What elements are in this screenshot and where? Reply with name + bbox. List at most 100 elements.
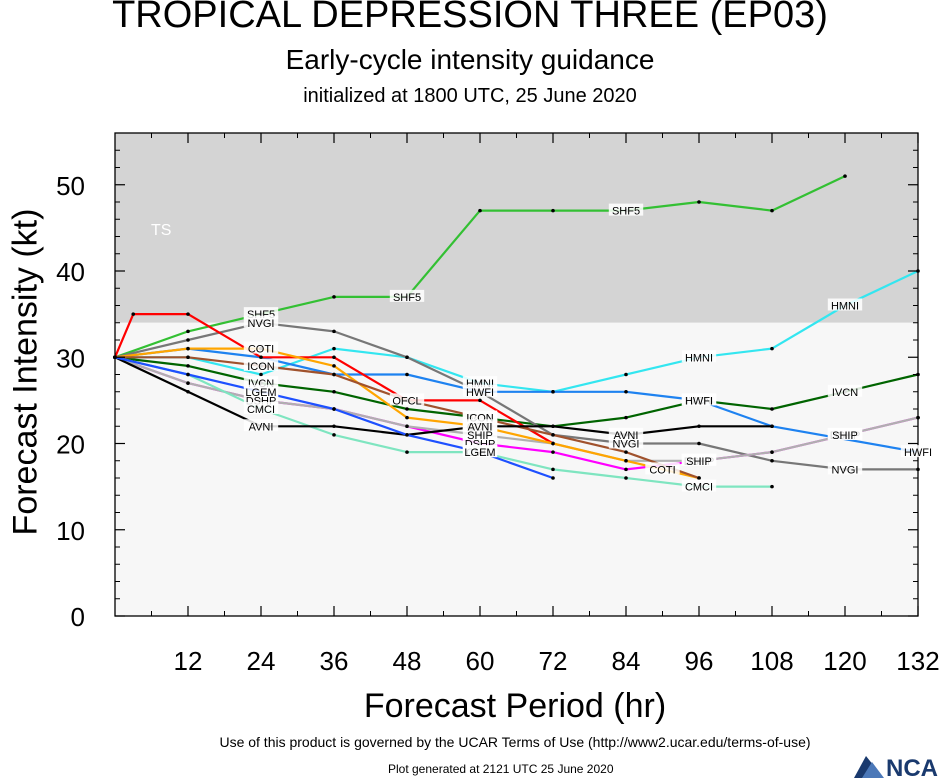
chart-subtitle: Early-cycle intensity guidance xyxy=(285,44,655,75)
x-tick-label: 132 xyxy=(896,646,939,676)
series-label-bg xyxy=(389,289,425,302)
x-tick-label: 108 xyxy=(750,646,793,676)
data-point-hmni xyxy=(332,346,336,351)
ncar-logo-text: NCAR xyxy=(886,755,938,780)
series-label-avni: AVNI xyxy=(468,421,493,433)
data-point-icon xyxy=(624,450,628,454)
terms-of-use-text: Use of this product is governed by the U… xyxy=(219,734,811,750)
y-tick-label: 30 xyxy=(56,343,85,373)
data-point-ivcn xyxy=(405,407,409,411)
series-label-bg xyxy=(243,341,279,354)
x-tick-label: 24 xyxy=(247,646,276,676)
data-point-ofcl xyxy=(186,312,190,316)
data-point-ofcl xyxy=(332,355,336,360)
plot-generated-text: Plot generated at 2121 UTC 25 June 2020 xyxy=(388,762,614,776)
series-label-lgem: LGEM xyxy=(245,387,276,399)
data-point-shf5 xyxy=(186,329,190,334)
series-label-shf5: SHF5 xyxy=(393,292,421,304)
data-point-hmni xyxy=(259,372,263,377)
data-point-ofcl xyxy=(131,312,136,316)
band-label-ts: TS xyxy=(151,222,171,239)
data-point-shf5 xyxy=(551,208,555,213)
series-label-bg xyxy=(462,419,498,432)
series-label-bg xyxy=(462,384,498,397)
chart-title: TROPICAL DEPRESSION THREE (EP03) xyxy=(112,0,828,36)
data-point-avni xyxy=(186,389,190,394)
chart-axes: 0 10 20 30 40 50 12 24 36 48 60 72 84 96 108 120 132 xyxy=(56,132,940,676)
y-tick-label: 20 xyxy=(56,430,85,460)
data-point-dshp xyxy=(624,467,628,472)
data-point-icon xyxy=(186,355,190,360)
series-label-hmni: HMNI xyxy=(831,301,859,313)
data-point-ivcn xyxy=(186,364,190,368)
data-point-ivcn xyxy=(332,389,336,394)
data-point-lgem xyxy=(405,433,409,437)
data-point-lgem xyxy=(186,372,190,377)
series-label-bg xyxy=(827,427,863,440)
initialization-time: initialized at 1800 UTC, 25 June 2020 xyxy=(303,85,637,107)
data-point-icon xyxy=(332,372,336,377)
series-label-cmci: CMCI xyxy=(247,404,275,416)
data-point-nvgi xyxy=(332,329,336,334)
data-point-avni xyxy=(332,424,336,429)
x-tick-label: 120 xyxy=(823,646,866,676)
series-labels: SHF5SHF5SHF5HMNIHMNIHMNIIVCNIVCNIVCNIVCN… xyxy=(243,203,936,494)
series-label-bg xyxy=(243,419,279,432)
series-label-hwfi: HWFI xyxy=(685,395,713,407)
data-point-ship xyxy=(405,424,409,429)
data-point-coti xyxy=(186,346,190,351)
series-label-bg xyxy=(681,350,717,363)
data-point-shf5 xyxy=(332,295,336,299)
series-label-bg xyxy=(681,479,717,492)
x-axis-label: Forecast Period (hr) xyxy=(363,687,667,725)
y-tick-label: 50 xyxy=(56,171,85,201)
data-point-coti xyxy=(332,364,336,368)
series-label-cmci: CMCI xyxy=(685,482,713,494)
intensity-bands: TS xyxy=(115,133,918,616)
series-label-bg xyxy=(681,393,717,406)
data-point-cmci xyxy=(551,467,555,472)
data-point-lgem xyxy=(332,407,336,411)
data-point-ship xyxy=(186,381,190,385)
data-point-hwfi xyxy=(624,389,628,394)
y-tick-label: 10 xyxy=(56,516,85,546)
series-label-ivcn: IVCN xyxy=(832,387,858,399)
series-label-bg xyxy=(608,427,644,440)
data-point-cmci xyxy=(624,476,628,480)
x-tick-label: 48 xyxy=(393,646,422,676)
data-point-avni xyxy=(551,424,555,429)
series-label-nvgi: NVGI xyxy=(613,439,640,451)
series-label-bg xyxy=(243,315,279,328)
data-point-coti xyxy=(624,458,628,463)
series-label-ship: SHIP xyxy=(686,456,712,468)
series-label-coti: COTI xyxy=(649,464,675,476)
series-label-ofcl: OFCL xyxy=(392,395,421,407)
series-label-coti: COTI xyxy=(248,344,274,356)
x-tick-label: 60 xyxy=(466,646,495,676)
data-point-shf5 xyxy=(478,208,482,213)
data-point-dshp xyxy=(551,450,555,454)
series-label-bg xyxy=(462,445,498,458)
data-point-coti xyxy=(405,415,409,420)
y-axis-label: Forecast Intensity (kt) xyxy=(6,208,45,536)
data-point-ship xyxy=(770,450,774,454)
data-point-nvgi xyxy=(770,458,774,463)
data-point-lgem xyxy=(551,476,555,480)
data-point-ofcl xyxy=(259,355,263,360)
data-point-nvgi xyxy=(697,441,701,446)
x-tick-label: 96 xyxy=(685,646,714,676)
data-point-icon xyxy=(697,476,701,480)
x-tick-label: 84 xyxy=(612,646,641,676)
series-label-avni: AVNI xyxy=(249,421,274,433)
ncar-logo: NCAR xyxy=(854,755,938,780)
series-label-hmni: HMNI xyxy=(685,352,713,364)
series-label-bg xyxy=(827,384,863,397)
data-point-hmni xyxy=(770,346,774,351)
y-tick-label: 0 xyxy=(71,602,85,632)
series-label-bg xyxy=(900,445,936,458)
data-point-nvgi xyxy=(405,355,409,360)
data-point-shf5 xyxy=(843,174,847,178)
series-label-hwfi: HWFI xyxy=(466,387,494,399)
series-label-shf5: SHF5 xyxy=(612,206,640,218)
series-label-bg xyxy=(243,402,279,414)
